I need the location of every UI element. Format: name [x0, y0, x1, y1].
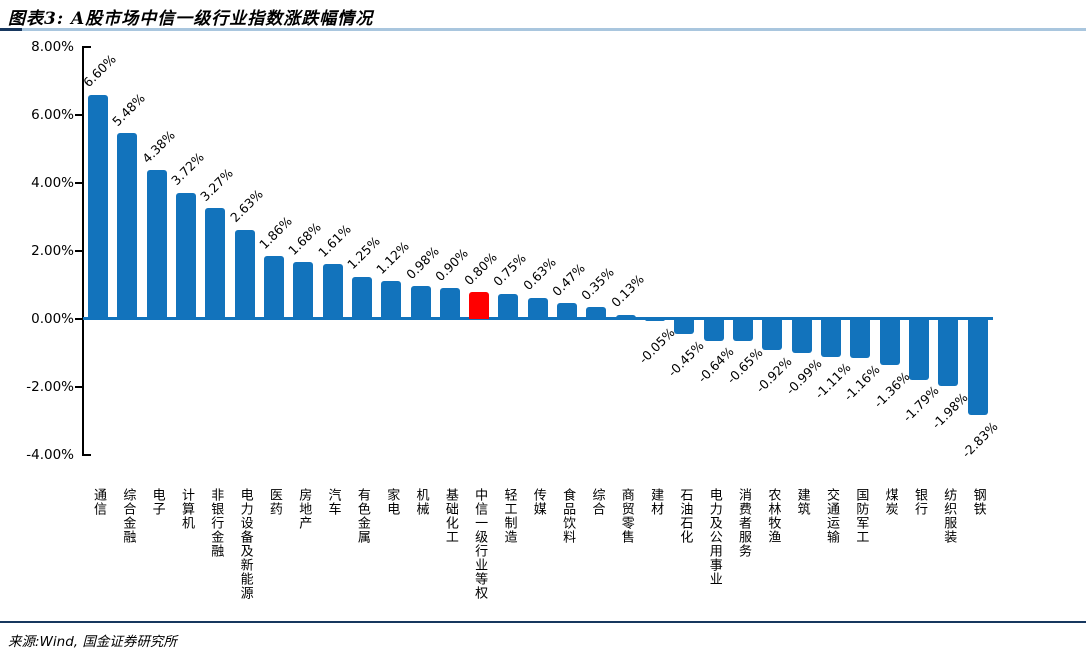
bar: [557, 303, 578, 319]
x-axis-label: 综合金融: [120, 488, 136, 544]
bar: [322, 264, 343, 319]
x-axis-label: 有色金属: [354, 488, 370, 544]
y-axis-tick-label: 0.00%: [31, 311, 74, 327]
bar: [527, 297, 548, 319]
bar: [967, 319, 988, 416]
x-axis-label: 商贸零售: [618, 488, 634, 544]
bar-value-label: 3.27%: [197, 164, 237, 204]
bar: [175, 192, 196, 319]
x-axis-label: 基础化工: [442, 488, 458, 544]
bar-value-label: 0.13%: [607, 271, 647, 311]
source-note: 来源:Wind, 国金证券研究所: [8, 634, 177, 650]
x-axis-label: 钢铁: [970, 488, 986, 516]
x-axis-label: 电力设备及新能源: [237, 488, 253, 600]
x-axis-label: 食品饮料: [560, 488, 576, 544]
bar: [234, 229, 255, 319]
y-axis-tick: [75, 318, 82, 320]
x-axis-label: 纺织服装: [941, 488, 957, 544]
y-axis-tick: [75, 250, 82, 252]
x-axis-label: 通信: [91, 488, 106, 516]
footer-rule: [0, 621, 1086, 623]
x-axis-label: 交通运输: [824, 488, 839, 544]
bar: [615, 314, 636, 319]
bar-chart: 8.00% 6.00% 4.00% 2.00% 0.00% -2.00% -4.00% 6.6…: [26, 39, 1001, 600]
x-axis-label: 电力及公用事业: [706, 488, 722, 586]
bar-value-label: 2.63%: [226, 186, 266, 226]
x-axis-label: 电子: [149, 488, 165, 516]
x-axis-label: 计算机: [178, 488, 194, 530]
y-axis-tick-label: 2.00%: [31, 243, 74, 259]
x-axis-label: 传媒: [530, 488, 546, 516]
bar: [791, 319, 812, 353]
y-axis-tick-label: -4.00%: [26, 447, 74, 463]
y-axis-tick-label: 8.00%: [31, 39, 74, 55]
bar: [586, 307, 607, 319]
x-axis-label: 建材: [648, 488, 664, 516]
x-axis-label: 银行: [911, 488, 927, 516]
bar: [821, 319, 841, 357]
bar: [850, 319, 871, 359]
bar-value-label: 6.60%: [80, 51, 119, 91]
bar: [879, 319, 900, 366]
bar: [263, 255, 284, 319]
x-axis-label: 中信一级行业等权: [472, 488, 488, 600]
y-axis-line: [82, 47, 84, 455]
y-axis-tick: [75, 386, 82, 388]
bar-value-label: 4.38%: [138, 127, 178, 166]
y-axis-tick: [75, 182, 82, 184]
x-axis-label: 机械: [413, 488, 429, 516]
x-axis-label: 家电: [384, 488, 400, 516]
bar: [88, 94, 108, 319]
bar: [381, 280, 402, 319]
x-axis-label: 综合: [589, 488, 605, 516]
y-axis-tick: [75, 114, 82, 116]
title-rule-dark: [0, 28, 22, 31]
bar: [117, 132, 138, 319]
title-rule-light: [0, 28, 1086, 31]
x-axis-label: 轻工制造: [501, 488, 517, 544]
chart-title: 图表3: A股市场中信一级行业指数涨跌幅情况: [8, 9, 374, 29]
x-axis-stub: [82, 454, 91, 456]
bar: [733, 319, 754, 342]
bar: [498, 293, 519, 319]
x-axis-label: 医药: [266, 488, 282, 516]
bar: [938, 319, 959, 387]
x-axis-label: 房地产: [296, 488, 312, 530]
bar-value-label: -2.83%: [958, 418, 1001, 461]
x-axis-label: 农林牧渔: [765, 488, 781, 544]
bar: [674, 319, 695, 335]
bar: [439, 288, 460, 319]
x-axis-label: 建筑: [794, 488, 810, 516]
bar-value-label: 3.72%: [168, 149, 207, 189]
bar: [146, 170, 167, 319]
x-axis-label: 消费者服务: [736, 488, 752, 558]
bar: [410, 285, 431, 319]
bar: [351, 276, 372, 319]
bar-value-label: 5.48%: [109, 89, 149, 129]
y-axis-tick-label: -2.00%: [26, 379, 74, 395]
x-axis-label: 国防军工: [853, 488, 869, 544]
bar: [645, 319, 666, 321]
bar-value-label: -0.05%: [635, 324, 678, 367]
bar: [293, 261, 314, 319]
bar: [762, 319, 783, 351]
x-axis-label: 汽车: [325, 488, 341, 516]
y-axis-top-stub: [82, 46, 91, 48]
y-axis-tick-label: 6.00%: [31, 107, 74, 123]
bar-highlighted: [469, 291, 490, 319]
y-axis-tick-label: 4.00%: [31, 175, 74, 191]
bar: [908, 319, 929, 380]
x-axis-label: 煤炭: [882, 488, 898, 516]
x-axis-label: 非银行金融: [208, 488, 224, 558]
x-axis-label: 石油石化: [677, 488, 693, 544]
bar: [703, 319, 724, 341]
bar: [205, 207, 226, 319]
